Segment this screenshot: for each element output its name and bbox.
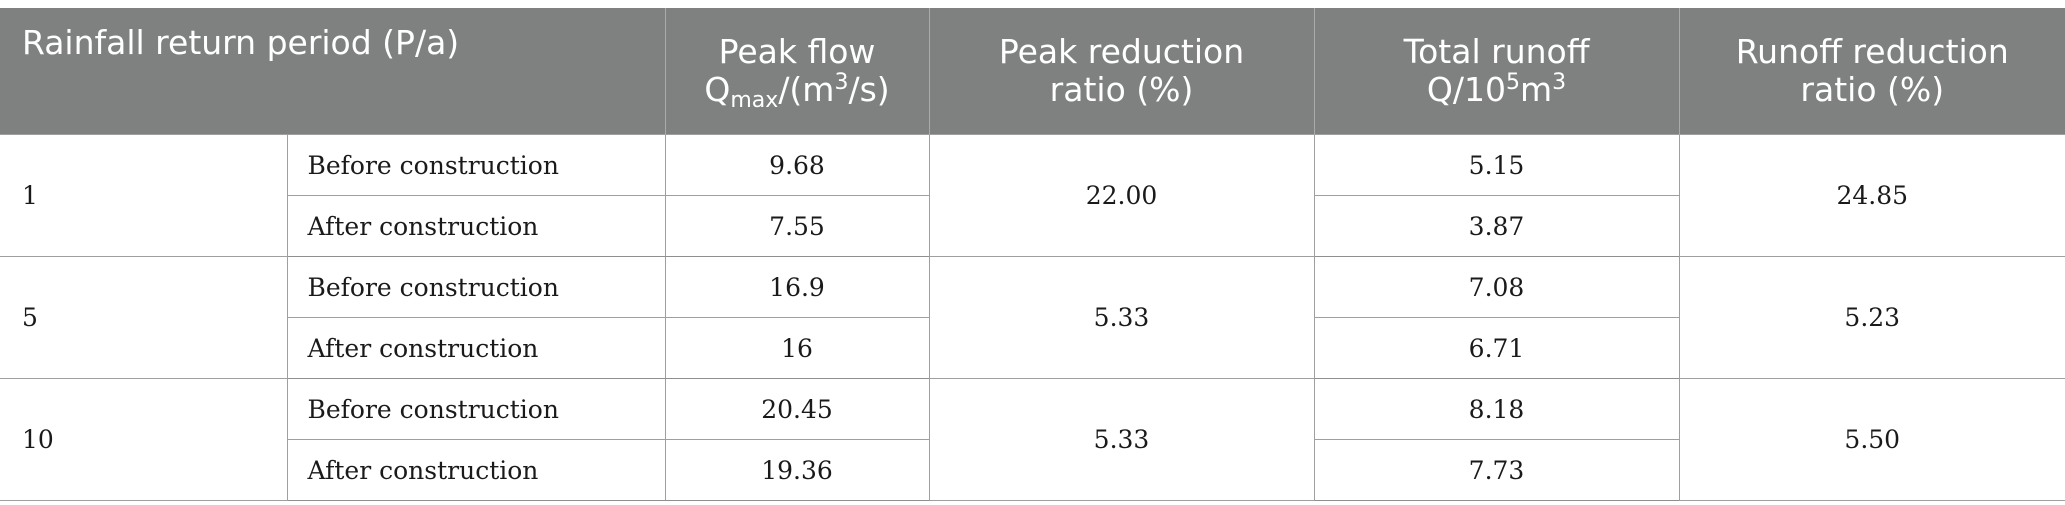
header-peak-reduction-line2: ratio (%) xyxy=(1049,70,1194,109)
total-runoff-cell: 6.71 xyxy=(1313,317,1680,379)
peak-flow-cell: 16 xyxy=(664,317,930,379)
header-total-runoff-sup1: 5 xyxy=(1505,70,1520,95)
period-cell: 1 xyxy=(0,134,288,257)
table-row: 5 Before construction 16.9 5.33 7.08 5.2… xyxy=(0,256,2065,379)
table-body: 1 Before construction 9.68 22.00 5.15 24… xyxy=(0,134,2065,501)
peak-flow-cell: 16.9 xyxy=(664,256,930,318)
total-runoff-cell: 3.87 xyxy=(1313,195,1680,257)
header-total-runoff-pre: Q/10 xyxy=(1426,70,1506,109)
condition-cell: Before construction xyxy=(286,378,666,440)
condition-cell: After construction xyxy=(286,195,666,257)
header-peak-flow-unit-post: /s) xyxy=(848,70,890,109)
period-cell: 10 xyxy=(0,378,288,501)
peak-reduction-cell: 5.33 xyxy=(928,378,1315,501)
runoff-reduction-cell: 24.85 xyxy=(1678,134,2065,257)
peak-flow-cell: 19.36 xyxy=(664,439,930,501)
header-peak-flow-q: Q xyxy=(704,70,731,109)
condition-cell: After construction xyxy=(286,439,666,501)
header-runoff-reduction-line1: Runoff reduction xyxy=(1735,32,2009,71)
peak-flow-cell: 9.68 xyxy=(664,134,930,196)
table-row: After construction 16 6.71 xyxy=(0,317,2065,379)
total-runoff-cell: 7.08 xyxy=(1313,256,1680,318)
peak-reduction-cell: 5.33 xyxy=(928,256,1315,379)
header-total-runoff-sup2: 3 xyxy=(1552,70,1567,95)
peak-flow-cell: 20.45 xyxy=(664,378,930,440)
table-row: After construction 19.36 7.73 xyxy=(0,439,2065,501)
header-total-runoff: Total runoff Q/105m3 xyxy=(1314,8,1680,135)
total-runoff-cell: 5.15 xyxy=(1313,134,1680,196)
period-cell: 5 xyxy=(0,256,288,379)
header-total-runoff-line1: Total runoff xyxy=(1403,32,1590,71)
header-total-runoff-mid: m xyxy=(1519,70,1553,109)
header-row: Rainfall return period (P/a) Peak flow Q… xyxy=(0,8,2065,135)
table-row: 1 Before construction 9.68 22.00 5.15 24… xyxy=(0,134,2065,257)
header-runoff-reduction: Runoff reduction ratio (%) xyxy=(1679,8,2065,135)
table-row: After construction 7.55 3.87 xyxy=(0,195,2065,257)
condition-cell: After construction xyxy=(286,317,666,379)
rainfall-runoff-table: Rainfall return period (P/a) Peak flow Q… xyxy=(0,8,2065,501)
header-peak-flow-unit-sup: 3 xyxy=(834,70,849,95)
header-peak-reduction-line1: Peak reduction xyxy=(998,32,1245,71)
peak-reduction-cell: 22.00 xyxy=(928,134,1315,257)
total-runoff-cell: 8.18 xyxy=(1313,378,1680,440)
peak-flow-cell: 7.55 xyxy=(664,195,930,257)
header-peak-flow-sub: max xyxy=(730,88,779,113)
condition-cell: Before construction xyxy=(286,256,666,318)
runoff-reduction-cell: 5.50 xyxy=(1678,378,2065,501)
table-header: Rainfall return period (P/a) Peak flow Q… xyxy=(0,8,2065,135)
table-row: 10 Before construction 20.45 5.33 8.18 5… xyxy=(0,378,2065,501)
header-runoff-reduction-line2: ratio (%) xyxy=(1800,70,1945,109)
header-peak-flow-line1: Peak flow xyxy=(718,32,876,71)
header-peak-flow: Peak flow Qmax/(m3/s) xyxy=(665,8,930,135)
condition-cell: Before construction xyxy=(286,134,666,196)
header-return-period: Rainfall return period (P/a) xyxy=(0,8,666,135)
header-peak-flow-unit-pre: /(m xyxy=(778,70,835,109)
data-table-container: Rainfall return period (P/a) Peak flow Q… xyxy=(0,8,2065,501)
header-peak-reduction: Peak reduction ratio (%) xyxy=(929,8,1315,135)
total-runoff-cell: 7.73 xyxy=(1313,439,1680,501)
runoff-reduction-cell: 5.23 xyxy=(1678,256,2065,379)
